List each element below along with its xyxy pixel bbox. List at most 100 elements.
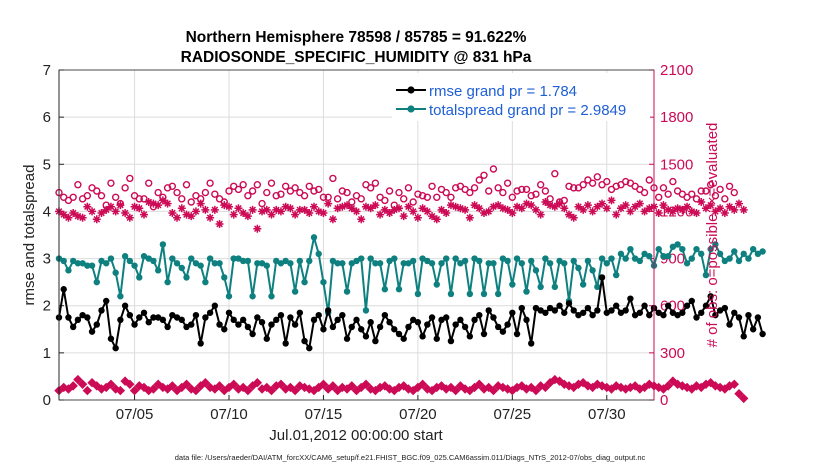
obs-evaluated-point bbox=[687, 207, 696, 216]
obs-evaluated-point bbox=[565, 210, 573, 219]
totalspread-series-point bbox=[320, 278, 327, 286]
obs-possible-point bbox=[485, 187, 493, 195]
totalspread-series-point bbox=[254, 260, 261, 267]
obs-low-point bbox=[181, 379, 192, 389]
y-tick-label: 4 bbox=[43, 203, 51, 220]
rmse-series-point bbox=[136, 314, 143, 321]
obs-evaluated-point bbox=[276, 207, 285, 216]
obs-possible-point bbox=[225, 187, 233, 195]
series-obs-possible bbox=[55, 165, 738, 211]
rmse-series-point bbox=[471, 316, 478, 324]
totalspread-series-point bbox=[698, 250, 705, 258]
totalspread-series-point bbox=[164, 278, 171, 286]
rmse-series-point bbox=[74, 316, 82, 324]
obs-possible-point bbox=[385, 187, 394, 195]
obs-low-point bbox=[361, 379, 371, 389]
obs-evaluated-point bbox=[376, 210, 385, 219]
obs-evaluated-point bbox=[300, 205, 309, 214]
obs-possible-point bbox=[716, 185, 724, 194]
obs-evaluated-point bbox=[366, 204, 375, 213]
rmse-series-point bbox=[674, 311, 681, 319]
rmse-series-point bbox=[721, 304, 729, 312]
obs-low-point bbox=[654, 382, 664, 393]
rmse-series-point bbox=[287, 314, 294, 321]
rmse-series-point bbox=[617, 309, 625, 316]
obs-possible-point bbox=[579, 181, 587, 189]
totalspread-series-point bbox=[584, 257, 592, 265]
totalspread-series-point bbox=[244, 257, 252, 265]
rmse-series-point bbox=[664, 302, 672, 309]
obs-evaluated-point bbox=[536, 210, 545, 219]
totalspread-series-point bbox=[79, 260, 86, 267]
rmse-series-point bbox=[509, 309, 516, 316]
rmse-series-point bbox=[428, 314, 436, 321]
rmse-series-point bbox=[296, 309, 304, 316]
totalspread-series-point bbox=[513, 255, 521, 262]
obs-evaluated-point bbox=[635, 199, 644, 208]
obs-possible-point bbox=[244, 192, 252, 200]
totalspread-series-point bbox=[613, 271, 620, 279]
legend-rmse-marker bbox=[407, 86, 415, 94]
totalspread-series-point bbox=[117, 293, 124, 300]
obs-evaluated-point bbox=[116, 201, 125, 210]
obs-evaluated-point bbox=[465, 213, 474, 222]
series-obs-evaluated bbox=[55, 196, 748, 233]
rmse-series-point bbox=[726, 321, 733, 328]
totalspread-series-point bbox=[230, 255, 237, 262]
obs-low-point bbox=[77, 379, 88, 389]
obs-evaluated-point bbox=[328, 215, 337, 224]
rmse-series-point bbox=[480, 330, 488, 338]
rmse-series-point bbox=[476, 311, 483, 319]
rmse-series-point bbox=[211, 302, 219, 309]
totalspread-series-point bbox=[154, 267, 162, 274]
totalspread-series-point bbox=[60, 257, 67, 265]
rmse-series-point bbox=[603, 309, 610, 316]
obs-possible-point bbox=[522, 185, 531, 194]
rmse-series-point bbox=[523, 316, 530, 324]
totalspread-series-point bbox=[655, 245, 662, 253]
totalspread-series-point bbox=[740, 250, 747, 258]
totalspread-series-point bbox=[641, 250, 648, 258]
obs-evaluated-point bbox=[531, 205, 540, 214]
obs-possible-point bbox=[253, 181, 262, 189]
obs-evaluated-point bbox=[456, 204, 465, 213]
obs-possible-point bbox=[640, 188, 649, 197]
obs-possible-point bbox=[508, 193, 517, 201]
obs-evaluated-point bbox=[607, 196, 616, 205]
totalspread-series-point bbox=[669, 243, 677, 250]
obs-evaluated-point bbox=[281, 202, 290, 211]
rmse-series-point bbox=[154, 314, 162, 321]
obs-evaluated-point bbox=[248, 205, 257, 214]
totalspread-series-point bbox=[542, 255, 549, 262]
obs-possible-point bbox=[168, 182, 177, 190]
right-y-tick-label: 1500 bbox=[660, 156, 693, 173]
obs-low-point bbox=[559, 379, 569, 389]
obs-evaluated-point bbox=[432, 215, 441, 224]
obs-possible-point bbox=[234, 185, 243, 194]
rmse-series-point bbox=[150, 314, 157, 321]
rmse-series-point bbox=[698, 309, 705, 316]
obs-evaluated-point bbox=[314, 207, 323, 216]
obs-evaluated-point bbox=[196, 199, 205, 208]
obs-possible-point bbox=[206, 179, 214, 187]
obs-evaluated-point bbox=[631, 202, 640, 211]
obs-possible-point bbox=[527, 192, 535, 200]
obs-evaluated-point bbox=[593, 202, 602, 211]
rmse-series-point bbox=[490, 314, 497, 321]
obs-possible-point bbox=[513, 187, 521, 195]
rmse-series-point bbox=[443, 314, 450, 321]
rmse-series-point bbox=[537, 307, 544, 314]
obs-evaluated-point bbox=[451, 202, 460, 211]
rmse-series-point bbox=[570, 307, 577, 314]
obs-possible-point bbox=[603, 177, 611, 186]
obs-possible-point bbox=[621, 177, 630, 186]
obs-possible-point bbox=[211, 190, 219, 198]
obs-low-point bbox=[205, 382, 215, 393]
obs-evaluated-point bbox=[149, 199, 158, 208]
obs-low-point bbox=[734, 389, 744, 399]
rmse-series-point bbox=[485, 307, 492, 314]
obs-evaluated-point bbox=[357, 215, 366, 224]
rmse-series-point bbox=[131, 321, 138, 328]
obs-evaluated-point bbox=[645, 204, 654, 213]
totalspread-series-point bbox=[362, 307, 370, 314]
